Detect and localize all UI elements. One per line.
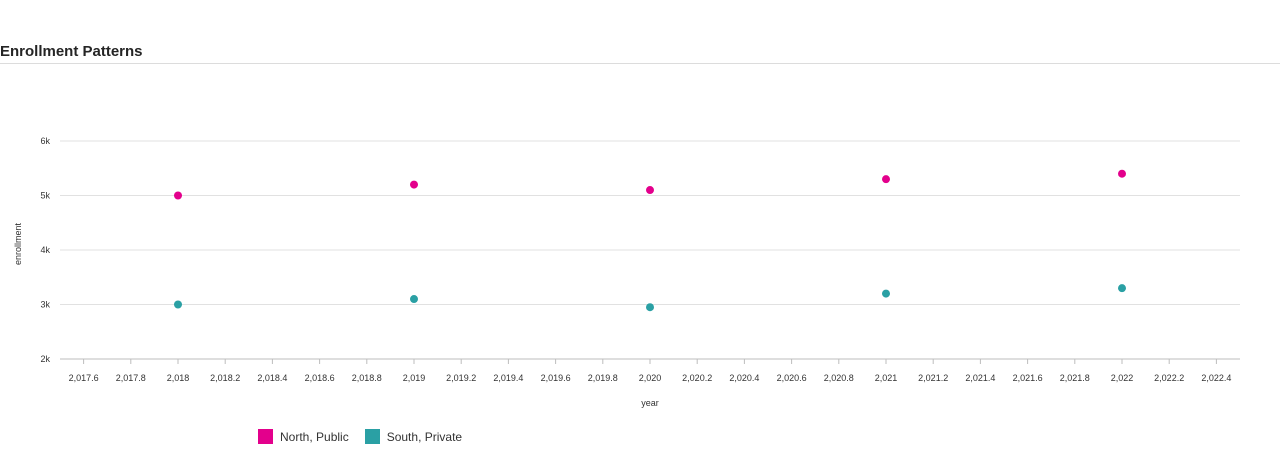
data-point: [1118, 284, 1126, 293]
y-tick-label: 6k: [40, 136, 50, 146]
data-point: [882, 289, 890, 298]
x-tick-label: 2,017.6: [69, 373, 99, 383]
x-tick-label: 2,019.8: [588, 373, 618, 383]
data-point: [174, 191, 182, 200]
x-tick-label: 2,018.6: [305, 373, 335, 383]
legend-label-north-public: North, Public: [280, 429, 349, 444]
x-tick-label: 2,019.2: [446, 373, 476, 383]
x-tick-label: 2,021.4: [965, 373, 995, 383]
x-tick-label: 2,020.4: [729, 373, 759, 383]
data-point: [646, 303, 654, 312]
x-tick-label: 2,017.8: [116, 373, 146, 383]
data-point: [410, 180, 418, 189]
y-tick-label: 3k: [40, 300, 50, 310]
chart-header: Enrollment Patterns: [0, 0, 1280, 64]
y-tick-label: 5k: [40, 191, 50, 201]
legend-swatch-south-private: [364, 429, 380, 444]
x-tick-label: 2,019: [403, 373, 426, 383]
data-point: [174, 300, 182, 309]
x-tick-label: 2,021.2: [918, 373, 948, 383]
x-tick-label: 2,021: [875, 373, 898, 383]
x-tick-label: 2,020: [639, 373, 662, 383]
x-tick-label: 2,021.8: [1060, 373, 1090, 383]
legend-swatch-north-public: [258, 429, 273, 444]
legend: North, Public South, Private: [258, 429, 462, 444]
x-tick-label: 2,018.8: [352, 373, 382, 383]
data-point: [410, 295, 418, 304]
y-axis-title: enrollment: [13, 222, 23, 265]
x-tick-label: 2,018.4: [257, 373, 287, 383]
x-tick-label: 2,022.2: [1154, 373, 1184, 383]
data-point: [1118, 169, 1126, 178]
x-tick-label: 2,020.8: [824, 373, 854, 383]
y-tick-label: 2k: [40, 354, 50, 364]
x-tick-label: 2,021.6: [1013, 373, 1043, 383]
legend-item-south-private[interactable]: South, Private: [364, 429, 463, 444]
x-tick-label: 2,020.2: [682, 373, 712, 383]
y-tick-label: 4k: [40, 245, 50, 255]
scatter-chart: 2k 3k 4k 5k 6k 2,017.6 2,017.8 2,018 2,018.2 2,01…: [13, 136, 1240, 408]
chart-title: Enrollment Patterns: [0, 43, 143, 60]
x-tick-label: 2,022.4: [1201, 373, 1231, 383]
x-tick-label: 2,020.6: [777, 373, 807, 383]
legend-item-north-public[interactable]: North, Public: [258, 429, 349, 444]
x-tick-label: 2,019.4: [493, 373, 523, 383]
x-tick-label: 2,022: [1111, 373, 1134, 383]
legend-label-south-private: South, Private: [386, 429, 463, 444]
x-tick-label: 2,018.2: [210, 373, 240, 383]
x-axis-title: year: [641, 398, 659, 408]
data-point: [646, 186, 654, 195]
x-tick-label: 2,019.6: [541, 373, 571, 383]
data-point: [882, 175, 890, 184]
x-tick-label: 2,018: [167, 373, 190, 383]
